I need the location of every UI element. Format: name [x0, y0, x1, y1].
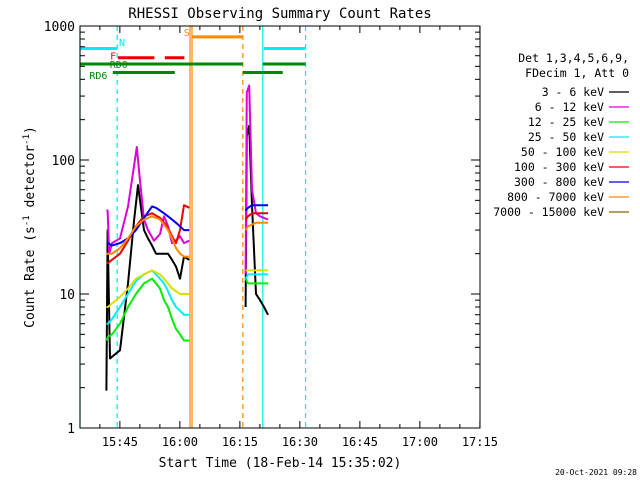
x-tick-label-17-15: 17:15 — [462, 435, 498, 449]
y-axis-label-end: ) — [23, 126, 38, 134]
y-axis-label-sup2: -1 — [22, 134, 32, 145]
series-50-100-kev-segment-1 — [106, 269, 190, 308]
legend-header-2: FDecim 1, Att 0 — [525, 66, 629, 80]
series-3-6-kev-segment-1 — [105, 184, 190, 391]
series-100-300-kev-segment-1 — [106, 204, 190, 265]
legend-label-7000-15000-kev: 7000 - 15000 keV — [493, 205, 604, 219]
x-tick-label-15-45: 15:45 — [102, 435, 138, 449]
y-axis-label-main: Count Rate (s — [23, 226, 38, 328]
legend-header-1: Det 1,3,4,5,6,9, — [518, 51, 629, 65]
legend-label-12-25-kev: 12 - 25 keV — [528, 115, 604, 129]
y-tick-label-1: 1 — [67, 422, 75, 437]
legend: Det 1,3,4,5,6,9, FDecim 1, Att 0 3 - 6 k… — [493, 51, 629, 219]
plot-frame — [79, 25, 481, 429]
x-axis-label: Start Time (18-Feb-14 15:35:02) — [159, 456, 402, 471]
series-12-25-kev-segment-1 — [105, 277, 190, 342]
legend-label-3-6-kev: 3 - 6 keV — [542, 85, 604, 99]
y-tick-label-10: 10 — [59, 288, 75, 303]
series-3-6-kev-segment-2 — [244, 124, 269, 316]
x-tick-label-17-00: 17:00 — [402, 435, 438, 449]
legend-label-25-50-kev: 25 - 50 keV — [528, 130, 604, 144]
series-300-800-kev-segment-2 — [244, 204, 268, 212]
timestamp: 20-Oct-2021 09:28 — [555, 468, 637, 477]
series-800-7000-kev-segment-2 — [244, 221, 268, 231]
y-axis-label-mid: detector — [23, 145, 38, 216]
series-800-7000-kev-segment-1 — [106, 215, 190, 258]
series-100-300-kev-segment-2 — [244, 212, 268, 221]
flag-label-s: S — [184, 28, 190, 39]
flag-label-n: N — [119, 38, 125, 49]
legend-label-100-300-kev: 100 - 300 keV — [514, 160, 604, 174]
axes: 15:45 16:00 16:15 16:30 16:45 17:00 17:15 1 10 10… — [44, 20, 498, 449]
y-axis-label: Count Rate (s-1 detector-1) — [22, 126, 38, 328]
x-tick-label-16-45: 16:45 — [342, 435, 378, 449]
legend-label-6-12-kev: 6 - 12 keV — [535, 100, 604, 114]
y-tick-label-1000: 1000 — [44, 20, 75, 35]
series-25-50-kev-segment-1 — [106, 269, 190, 325]
legend-label-800-7000-kev: 800 - 7000 keV — [507, 190, 604, 204]
series-25-50-kev-segment-2 — [244, 273, 268, 280]
legend-label-50-100-kev: 50 - 100 keV — [521, 145, 604, 159]
flag-label-f: F — [110, 52, 116, 63]
series-300-800-kev-segment-1 — [106, 205, 190, 247]
x-tick-label-16-15: 16:15 — [222, 435, 258, 449]
flag-label-rd0: RD0 — [110, 60, 128, 71]
legend-label-300-800-kev: 300 - 800 keV — [514, 175, 604, 189]
x-tick-label-16-30: 16:30 — [282, 435, 318, 449]
series-12-25-kev-segment-2 — [244, 278, 268, 285]
y-tick-label-100: 100 — [52, 154, 75, 169]
x-tick-label-16-00: 16:00 — [162, 435, 198, 449]
series-6-12-kev-segment-2 — [244, 84, 269, 275]
flag-label-rd6: RD6 — [89, 71, 107, 82]
y-axis-label-sup1: -1 — [22, 215, 32, 226]
chart-title: RHESSI Observing Summary Count Rates — [128, 6, 431, 22]
